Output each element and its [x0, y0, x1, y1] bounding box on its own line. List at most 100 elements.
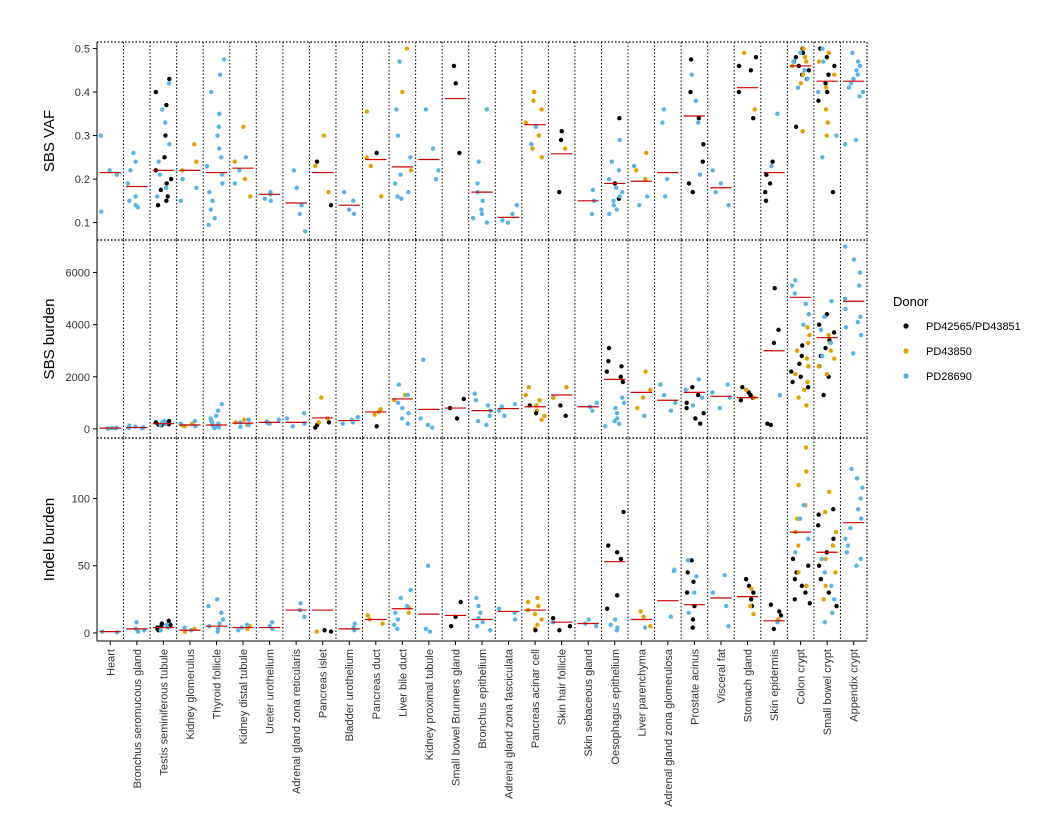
data-point — [828, 348, 833, 353]
data-point — [564, 385, 569, 390]
data-point — [593, 624, 599, 629]
data-point — [857, 94, 862, 99]
data-point — [607, 211, 612, 217]
data-point — [395, 626, 400, 632]
data-point — [208, 207, 213, 212]
x-tick-label: Skin hair follicle — [557, 649, 569, 725]
data-point — [204, 163, 210, 169]
data-point — [451, 63, 457, 69]
data-point — [685, 570, 690, 575]
data-point — [167, 76, 172, 82]
data-point — [352, 621, 358, 626]
data-point — [612, 617, 618, 622]
data-point — [302, 614, 307, 619]
data-point — [736, 89, 742, 95]
data-point — [531, 89, 537, 95]
data-point — [736, 63, 742, 69]
data-point — [408, 587, 413, 593]
data-point — [752, 107, 757, 112]
data-point — [395, 400, 401, 406]
data-point — [822, 570, 827, 575]
x-tick-label: Small bowel Brunners gland — [450, 649, 462, 786]
data-point — [135, 629, 141, 634]
data-point — [475, 181, 480, 186]
data-point — [341, 189, 347, 195]
data-point — [326, 189, 331, 195]
data-point — [531, 98, 536, 103]
data-point — [219, 172, 225, 177]
data-point — [617, 194, 622, 199]
data-point — [793, 278, 798, 283]
data-point — [206, 222, 211, 227]
data-point — [662, 194, 668, 199]
data-point — [804, 469, 809, 474]
data-point — [800, 129, 805, 134]
data-point — [158, 628, 164, 633]
data-point — [823, 509, 828, 515]
data-point — [723, 603, 729, 609]
data-point — [805, 563, 811, 568]
data-point — [798, 81, 804, 86]
data-point — [221, 57, 227, 62]
data-point — [778, 613, 784, 618]
legend-entries: PD42565/PD43851 PD43850 PD28690 — [903, 321, 1021, 383]
data-point — [408, 155, 413, 160]
data-point — [232, 181, 237, 186]
data-point — [246, 417, 251, 422]
legend-swatch — [903, 348, 909, 354]
x-tick-label: Liver bile duct — [397, 649, 409, 717]
data-point — [484, 422, 489, 428]
data-point — [244, 622, 250, 628]
data-point — [590, 187, 596, 193]
data-point — [346, 207, 352, 212]
y-tick-label: 0.2 — [75, 174, 90, 186]
data-point — [749, 586, 754, 591]
data-point — [215, 408, 221, 413]
data-point — [789, 369, 794, 374]
data-point — [807, 332, 812, 338]
data-point — [790, 379, 795, 385]
data-point — [408, 168, 414, 173]
data-point — [770, 159, 775, 164]
data-point — [606, 176, 612, 182]
data-point — [683, 387, 688, 392]
data-point — [164, 102, 169, 108]
panel-ylabel: Indel burden — [41, 498, 58, 581]
data-point — [319, 395, 324, 400]
data-point — [751, 115, 756, 121]
data-point — [797, 516, 803, 521]
data-point — [693, 416, 698, 421]
data-point — [697, 172, 703, 177]
data-point — [430, 146, 436, 151]
data-point — [853, 137, 859, 143]
data-point — [220, 181, 225, 186]
data-point — [802, 55, 808, 60]
data-point — [586, 617, 591, 622]
data-point — [823, 583, 828, 589]
data-point — [801, 322, 806, 327]
data-point — [219, 610, 224, 615]
data-point — [823, 85, 829, 90]
data-point — [748, 597, 754, 602]
data-point — [180, 176, 185, 182]
data-point — [269, 619, 275, 625]
data-point — [818, 327, 824, 333]
data-point — [660, 120, 665, 125]
data-point — [394, 107, 399, 112]
data-point — [855, 72, 861, 77]
data-point — [478, 610, 483, 615]
data-point — [830, 543, 836, 548]
data-point — [291, 168, 297, 173]
data-point — [395, 133, 401, 138]
data-point — [801, 46, 806, 51]
data-point — [162, 155, 167, 160]
data-point — [537, 398, 542, 403]
data-point — [796, 482, 801, 488]
y-tick-label: 0.1 — [75, 218, 90, 230]
data-point — [163, 185, 169, 190]
data-point — [848, 81, 854, 86]
data-point — [262, 196, 268, 201]
data-point — [823, 345, 828, 351]
data-point — [213, 413, 219, 419]
data-point — [777, 609, 782, 614]
